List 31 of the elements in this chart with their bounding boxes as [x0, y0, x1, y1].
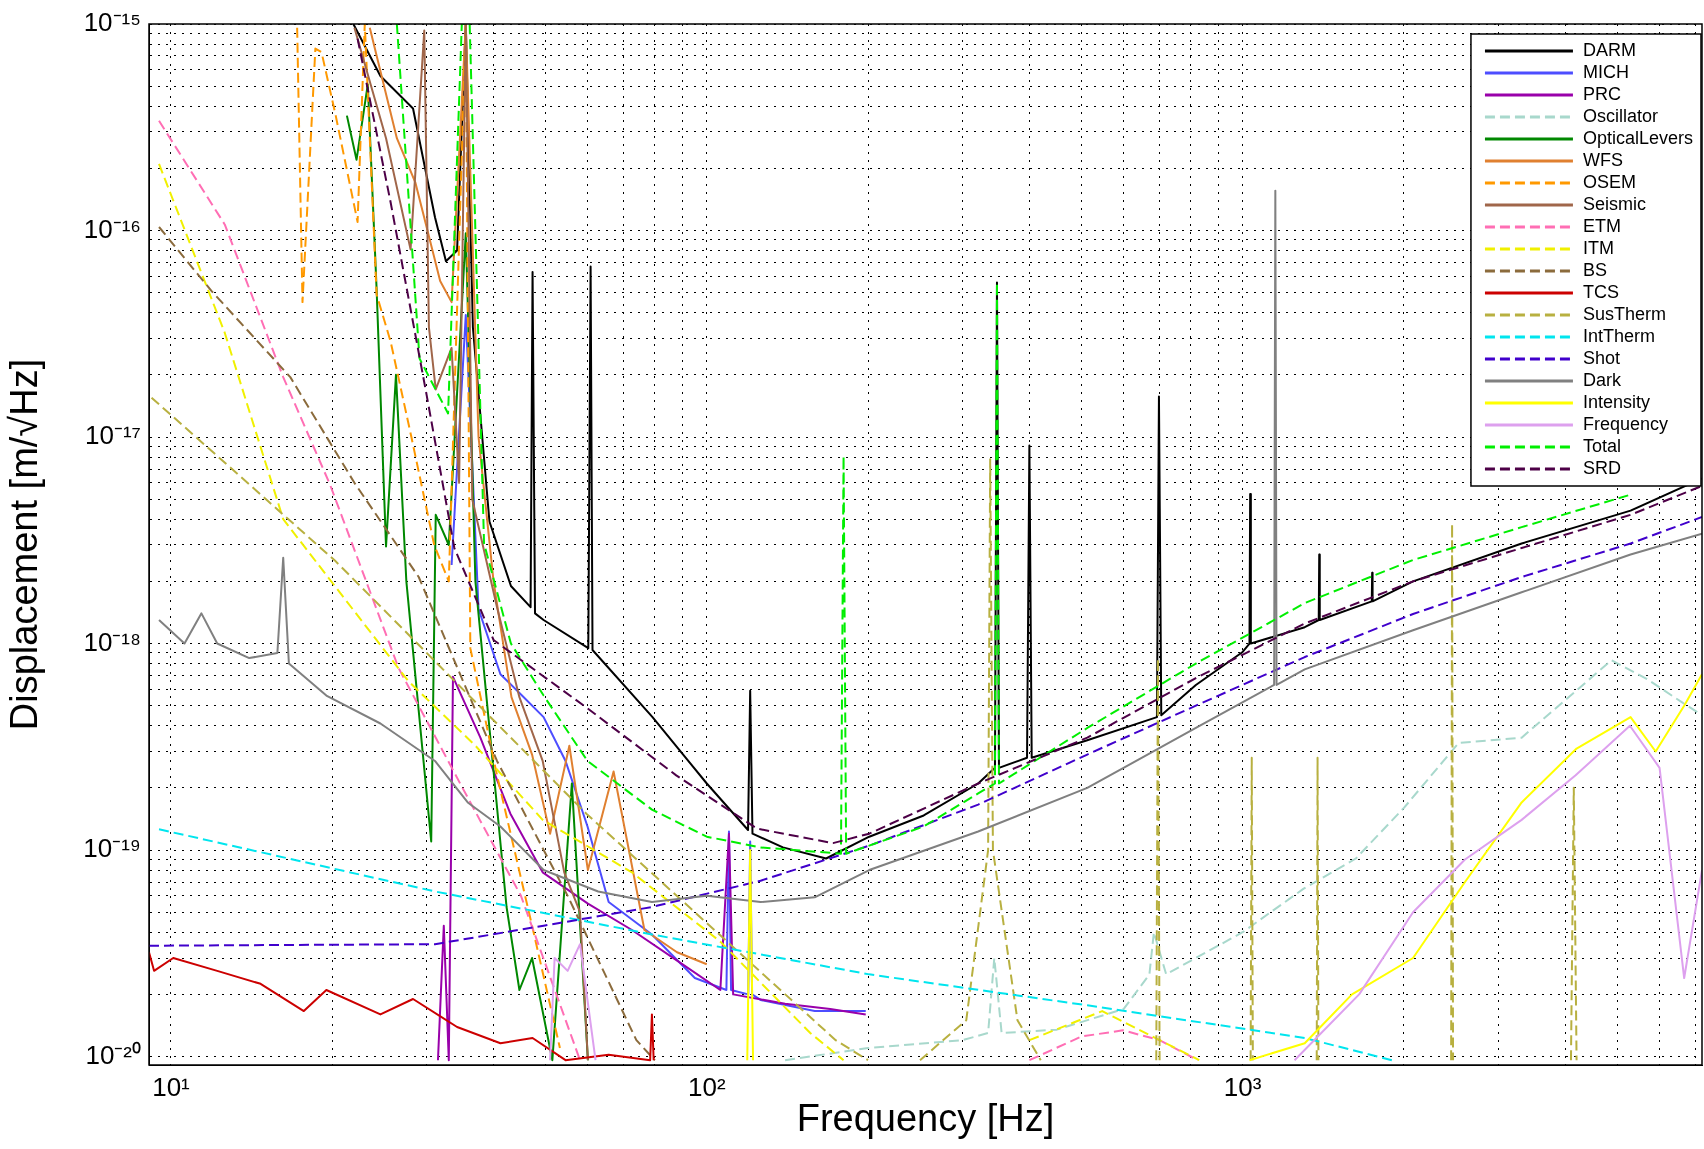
legend-label: Oscillator [1582, 105, 1658, 126]
legend-label: ETM [1582, 215, 1621, 236]
y-tick-label: 10⁻¹⁵ [83, 7, 141, 38]
legend-label: WFS [1582, 149, 1623, 170]
legend-label: IntTherm [1582, 325, 1655, 346]
legend-label: Frequency [1582, 413, 1668, 434]
legend-label: ITM [1582, 237, 1614, 258]
legend-label: MICH [1582, 61, 1629, 82]
legend-label: PRC [1582, 83, 1621, 104]
legend-label: DARM [1582, 39, 1636, 60]
legend-label: OpticalLevers [1582, 127, 1694, 148]
legend-label: SusTherm [1582, 303, 1666, 324]
y-tick-label: 10⁻¹⁶ [83, 213, 141, 244]
legend-label: Seismic [1582, 193, 1646, 214]
x-tick-label: 10¹ [152, 1071, 191, 1102]
legend-label: Intensity [1582, 391, 1650, 412]
y-axis-title: Displacement [m/√Hz] [3, 358, 46, 731]
y-tick-label: 10⁻¹⁹ [83, 833, 141, 864]
x-tick-label: 10³ [1223, 1071, 1262, 1102]
legend-label: Shot [1582, 347, 1620, 368]
x-tick-label: 10² [687, 1071, 726, 1102]
legend-label: SRD [1582, 457, 1621, 478]
y-tick-label: 10⁻²⁰ [85, 1039, 141, 1070]
legend-label: Total [1582, 435, 1621, 456]
y-tick-label: 10⁻¹⁷ [85, 420, 141, 451]
y-tick-label: 10⁻¹⁸ [83, 626, 141, 657]
legend-label: OSEM [1582, 171, 1636, 192]
legend-label: TCS [1582, 281, 1619, 302]
x-axis-title: Frequency [Hz] [796, 1096, 1055, 1139]
legend-label: BS [1582, 259, 1607, 280]
legend-label: Dark [1582, 369, 1622, 390]
